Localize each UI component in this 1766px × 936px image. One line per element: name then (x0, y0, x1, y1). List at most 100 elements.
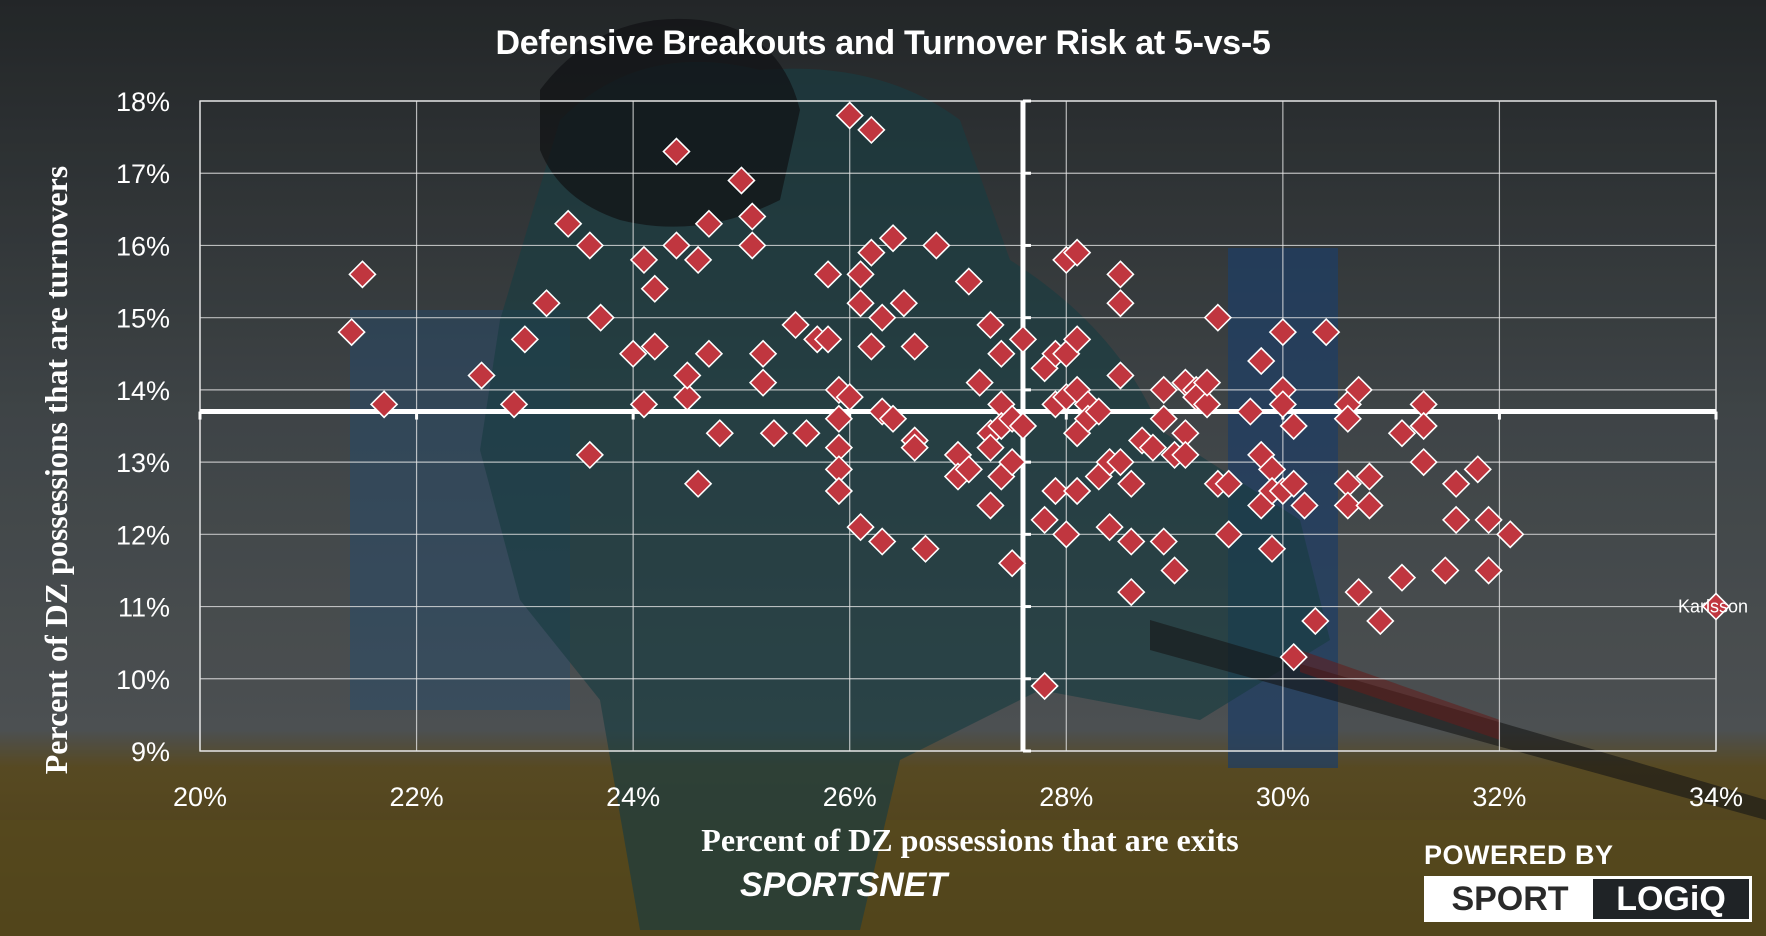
x-tick-label: 22% (390, 782, 444, 812)
data-point (673, 361, 702, 390)
data-point (1279, 642, 1308, 672)
data-point (1149, 527, 1178, 556)
data-point (965, 368, 994, 397)
data-point (1192, 390, 1222, 419)
data-point (532, 289, 561, 318)
x-tick-label: 26% (823, 782, 877, 812)
data-point (1117, 469, 1146, 498)
data-point (1333, 404, 1362, 433)
x-tick-label: 28% (1039, 782, 1093, 812)
y-tick-label: 9% (131, 737, 170, 767)
data-point (868, 527, 897, 556)
data-point (1301, 606, 1330, 636)
data-point (1203, 303, 1233, 332)
data-point (683, 245, 713, 275)
data-point (1084, 397, 1113, 426)
data-point (1106, 361, 1135, 390)
data-point (1062, 238, 1092, 267)
data-point (1344, 375, 1373, 405)
data-point (954, 267, 983, 296)
data-point (1333, 491, 1362, 520)
sportsnet-logo: SPORTSNET (740, 866, 947, 905)
data-point (369, 390, 399, 419)
y-tick-label: 18% (116, 87, 170, 117)
data-points (337, 101, 1731, 701)
data-point (1431, 556, 1460, 585)
data-point (1474, 556, 1503, 585)
data-point (998, 447, 1027, 477)
data-point (987, 339, 1016, 368)
data-point (467, 361, 496, 390)
data-point (1409, 411, 1438, 441)
data-point (792, 419, 821, 448)
data-point (748, 339, 778, 368)
data-point (1247, 346, 1276, 376)
chart-title: Defensive Breakouts and Turnover Risk at… (495, 24, 1271, 62)
x-tick-label: 30% (1256, 782, 1310, 812)
data-point (683, 469, 713, 498)
data-point (922, 231, 951, 260)
data-point (1117, 527, 1146, 556)
data-point (738, 231, 767, 260)
data-point (1236, 397, 1265, 426)
data-point (813, 260, 843, 289)
data-point (1474, 505, 1503, 535)
data-point (1279, 469, 1308, 498)
data-point (759, 419, 789, 448)
data-point (575, 231, 604, 260)
point-annotation: Karlsson (1678, 597, 1748, 617)
data-point (976, 433, 1005, 462)
data-point (1701, 592, 1731, 621)
data-point (824, 404, 854, 433)
data-point (1030, 671, 1059, 701)
data-point (662, 231, 691, 260)
data-point (1268, 390, 1297, 419)
x-axis-label: Percent of DZ possessions that are exits (701, 822, 1239, 858)
data-point (1030, 505, 1059, 535)
data-point (900, 433, 929, 462)
data-point (1344, 577, 1373, 607)
data-point (781, 310, 810, 340)
y-tick-label: 12% (116, 520, 170, 550)
data-point (554, 209, 583, 238)
sportsnet-logo-net: NET (879, 866, 948, 904)
data-point (694, 339, 724, 368)
x-tick-label: 34% (1689, 782, 1743, 812)
data-point (1106, 447, 1135, 477)
data-point (846, 260, 875, 289)
data-point (1117, 577, 1146, 607)
data-point (954, 455, 983, 484)
data-point (1160, 556, 1189, 585)
data-point (976, 491, 1005, 520)
y-tick-label: 13% (116, 448, 170, 478)
data-point (1138, 433, 1168, 462)
data-point (976, 310, 1005, 340)
sportlogiq-logo: SPORT LOGiQ (1424, 876, 1752, 922)
data-point (1387, 419, 1417, 448)
data-point (857, 115, 886, 145)
data-point (1062, 325, 1092, 354)
data-point (662, 137, 691, 166)
x-axis-ticks: 20% 22% 24% 26% 28% 30% 32% 34% (173, 782, 1743, 812)
reference-lines (198, 99, 1718, 753)
data-point (510, 325, 539, 354)
y-axis-label: Percent of DZ possessions that are turno… (38, 165, 74, 775)
data-point (640, 332, 669, 361)
data-point (1214, 520, 1243, 549)
data-point (878, 224, 908, 253)
data-point (673, 382, 702, 412)
data-point (738, 202, 767, 231)
gridlines (199, 100, 1717, 752)
data-point (1366, 606, 1395, 636)
data-point (911, 534, 940, 563)
x-tick-label: 24% (606, 782, 660, 812)
data-point (835, 382, 864, 412)
data-point (727, 166, 756, 195)
y-tick-label: 17% (116, 159, 170, 189)
data-point (337, 317, 366, 347)
data-point (1355, 462, 1384, 491)
y-tick-label: 16% (116, 231, 170, 261)
data-point (1279, 411, 1308, 441)
data-point (619, 339, 648, 368)
